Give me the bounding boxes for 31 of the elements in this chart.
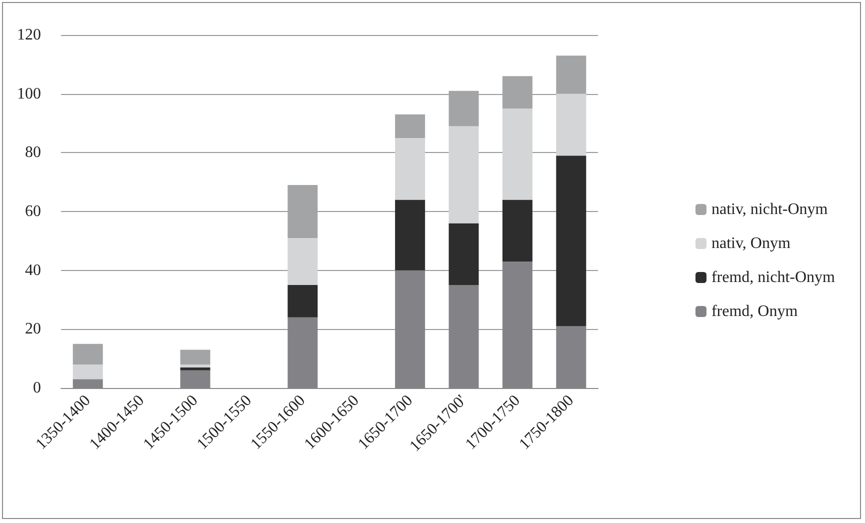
bar bbox=[395, 138, 426, 200]
bar bbox=[72, 344, 103, 364]
y-tick-label: 80 bbox=[25, 144, 41, 162]
bar bbox=[180, 364, 210, 368]
y-tick-label: 40 bbox=[25, 262, 41, 279]
bar bbox=[395, 114, 426, 138]
bar bbox=[556, 94, 586, 156]
legend-label: fremd, nicht-Onym bbox=[711, 269, 836, 286]
y-tick-label: 100 bbox=[17, 85, 41, 102]
legend-label: fremd, Onym bbox=[711, 303, 798, 320]
bar bbox=[395, 200, 426, 270]
bar bbox=[556, 56, 586, 94]
bar bbox=[502, 108, 532, 200]
bar bbox=[502, 200, 532, 262]
bar bbox=[288, 185, 318, 238]
legend-label: nativ, Onym bbox=[711, 235, 791, 252]
bar bbox=[288, 285, 318, 318]
bar bbox=[72, 364, 103, 380]
y-tick-label: 20 bbox=[25, 320, 41, 338]
y-tick-label: 0 bbox=[33, 380, 41, 396]
bar bbox=[448, 126, 479, 224]
y-tick-label: 120 bbox=[17, 26, 41, 44]
bar bbox=[556, 156, 586, 326]
bar bbox=[288, 238, 318, 286]
bar bbox=[448, 223, 479, 286]
bar bbox=[180, 350, 210, 364]
bar bbox=[180, 367, 210, 370]
bar bbox=[448, 90, 479, 126]
bar bbox=[502, 76, 532, 109]
y-tick-label: 60 bbox=[25, 203, 41, 220]
legend-label: nativ, nicht-Onym bbox=[711, 201, 828, 218]
